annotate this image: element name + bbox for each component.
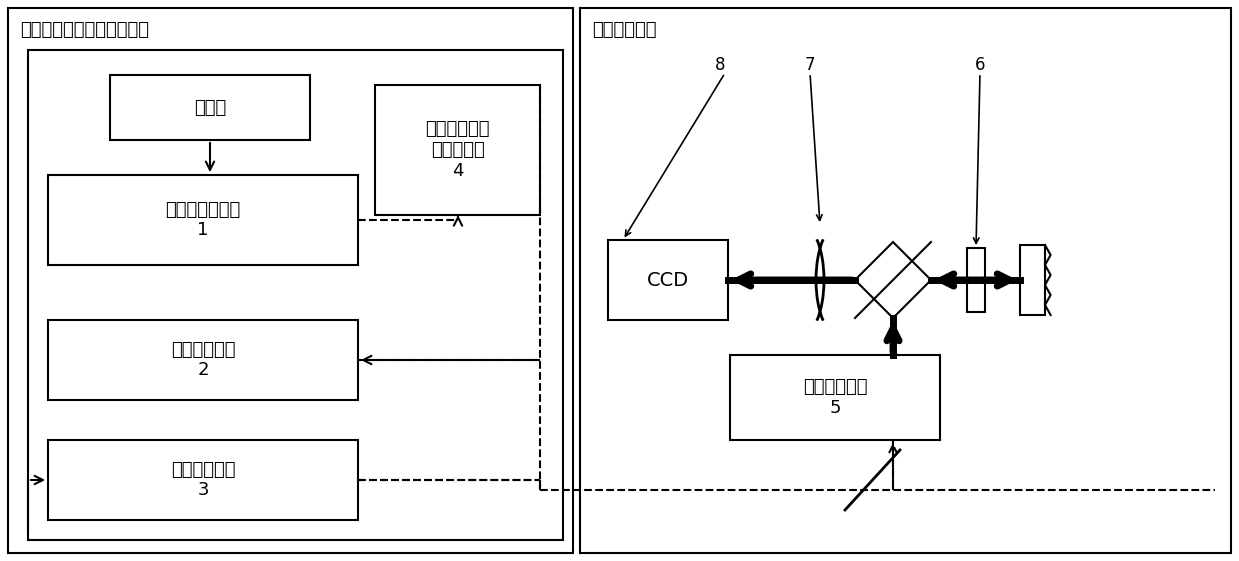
Text: 8: 8 [715,56,725,74]
Polygon shape [855,242,930,318]
Text: 光频梳参考可调谐光源模块: 光频梳参考可调谐光源模块 [20,21,149,39]
Text: 7: 7 [805,56,815,74]
Text: 可调谐激光器
3: 可调谐激光器 3 [171,461,235,499]
Bar [1020,245,1044,315]
Text: 菲索干涉模块: 菲索干涉模块 [592,21,657,39]
Bar [48,440,358,520]
Bar [730,355,940,440]
Bar [48,320,358,400]
Text: CCD: CCD [647,270,689,289]
Bar [28,50,563,540]
Text: 高精度波长计
2: 高精度波长计 2 [171,341,235,379]
Text: 原子钟: 原子钟 [193,99,227,117]
Bar [580,8,1232,553]
Text: 拍频探测及锁
定反馈模块
4: 拍频探测及锁 定反馈模块 4 [425,120,489,180]
Bar [110,75,310,140]
Bar [608,240,729,320]
Bar [966,248,985,312]
Text: 飞秒光学频率梳
1: 飞秒光学频率梳 1 [165,201,240,240]
Text: 针孔滤波扩束
5: 针孔滤波扩束 5 [803,378,867,417]
Text: 6: 6 [975,56,985,74]
Bar [375,85,540,215]
Bar [48,175,358,265]
Bar [7,8,572,553]
